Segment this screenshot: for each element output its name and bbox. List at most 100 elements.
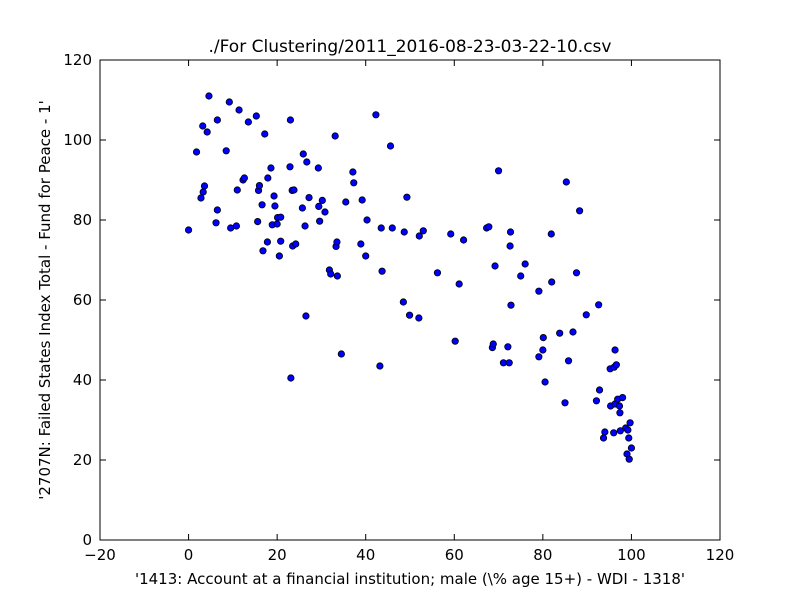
data-point-109	[556, 329, 564, 337]
data-point-31	[270, 192, 278, 200]
data-point-63	[342, 198, 350, 206]
data-point-57	[327, 270, 335, 278]
data-point-39	[286, 116, 295, 124]
data-point-138	[625, 455, 633, 463]
x-tick-label: 120	[706, 546, 735, 564]
data-point-95	[504, 343, 512, 351]
data-point-37	[277, 237, 285, 245]
data-point-7	[205, 92, 213, 100]
data-point-11	[222, 147, 230, 155]
y-tick-label: 40	[73, 371, 92, 389]
data-point-96	[505, 359, 513, 367]
y-tick-label: 120	[63, 51, 92, 69]
data-point-120	[599, 434, 608, 442]
x-tick-label: 20	[268, 546, 287, 564]
data-point-21	[254, 218, 262, 226]
data-point-82	[419, 227, 427, 235]
data-point-55	[321, 208, 329, 216]
y-tick-label: 60	[73, 291, 92, 309]
data-point-27	[263, 238, 271, 246]
x-tick-label: 80	[533, 546, 552, 564]
data-point-60	[333, 238, 341, 246]
data-point-65	[350, 179, 358, 187]
data-point-89	[485, 223, 493, 231]
data-point-104	[539, 346, 547, 354]
data-point-93	[494, 167, 503, 175]
y-tick-label: 80	[73, 211, 92, 229]
data-point-114	[572, 269, 581, 277]
data-point-16	[235, 106, 243, 114]
data-point-1	[192, 148, 201, 156]
data-point-76	[399, 298, 407, 306]
data-point-62	[337, 350, 345, 358]
data-point-2	[197, 194, 205, 202]
data-point-61	[333, 272, 341, 280]
data-point-99	[507, 301, 515, 309]
data-point-87	[459, 236, 468, 244]
data-point-106	[541, 378, 549, 386]
plot-area	[100, 60, 720, 540]
data-point-133	[618, 393, 627, 402]
data-point-25	[259, 247, 267, 255]
data-point-4	[199, 188, 207, 196]
data-point-46	[299, 150, 307, 158]
data-point-8	[212, 219, 220, 227]
data-point-40	[287, 374, 295, 382]
x-tick-label: −20	[84, 546, 116, 564]
data-points	[184, 92, 636, 463]
data-point-77	[400, 228, 408, 236]
data-point-115	[576, 207, 584, 215]
data-point-110	[561, 399, 569, 407]
data-point-36	[277, 213, 285, 221]
data-point-35	[275, 252, 283, 260]
data-point-81	[415, 232, 423, 240]
data-point-74	[386, 142, 395, 150]
data-point-139	[626, 419, 634, 427]
data-point-51	[314, 164, 322, 172]
data-point-67	[358, 196, 366, 204]
data-point-54	[318, 196, 326, 204]
data-point-58	[331, 132, 339, 140]
data-point-84	[447, 230, 455, 238]
data-point-86	[455, 280, 463, 288]
data-point-48	[302, 312, 310, 320]
data-point-26	[261, 130, 269, 138]
data-point-113	[569, 328, 577, 336]
data-point-43	[290, 186, 298, 194]
data-point-10	[213, 206, 221, 214]
data-point-72	[377, 224, 385, 232]
data-point-102	[535, 287, 543, 295]
data-point-29	[267, 164, 275, 172]
data-point-64	[349, 168, 357, 176]
data-point-12	[225, 98, 233, 106]
data-point-103	[535, 353, 543, 361]
data-point-128	[612, 361, 620, 369]
data-point-121	[601, 428, 609, 436]
data-point-117	[592, 397, 601, 405]
data-point-92	[491, 262, 499, 270]
data-point-69	[363, 216, 371, 224]
data-point-91	[489, 340, 497, 348]
data-point-52	[315, 202, 323, 210]
data-point-50	[305, 194, 313, 202]
x-tick-label: 100	[617, 546, 646, 564]
data-point-0	[184, 226, 193, 234]
data-point-112	[564, 357, 573, 365]
data-point-19	[244, 118, 252, 126]
data-point-5	[200, 182, 209, 190]
data-point-38	[286, 163, 294, 171]
data-point-118	[595, 301, 603, 309]
data-point-71	[376, 362, 384, 370]
data-point-131	[616, 409, 624, 417]
data-point-32	[271, 202, 279, 210]
data-point-136	[624, 426, 632, 434]
data-point-108	[548, 278, 556, 286]
data-point-28	[264, 174, 272, 182]
y-tick-label: 20	[73, 451, 92, 469]
plot-frame	[99, 59, 721, 541]
data-point-23	[255, 182, 264, 190]
data-point-119	[595, 386, 604, 394]
data-point-101	[521, 260, 529, 268]
data-point-83	[433, 269, 442, 277]
